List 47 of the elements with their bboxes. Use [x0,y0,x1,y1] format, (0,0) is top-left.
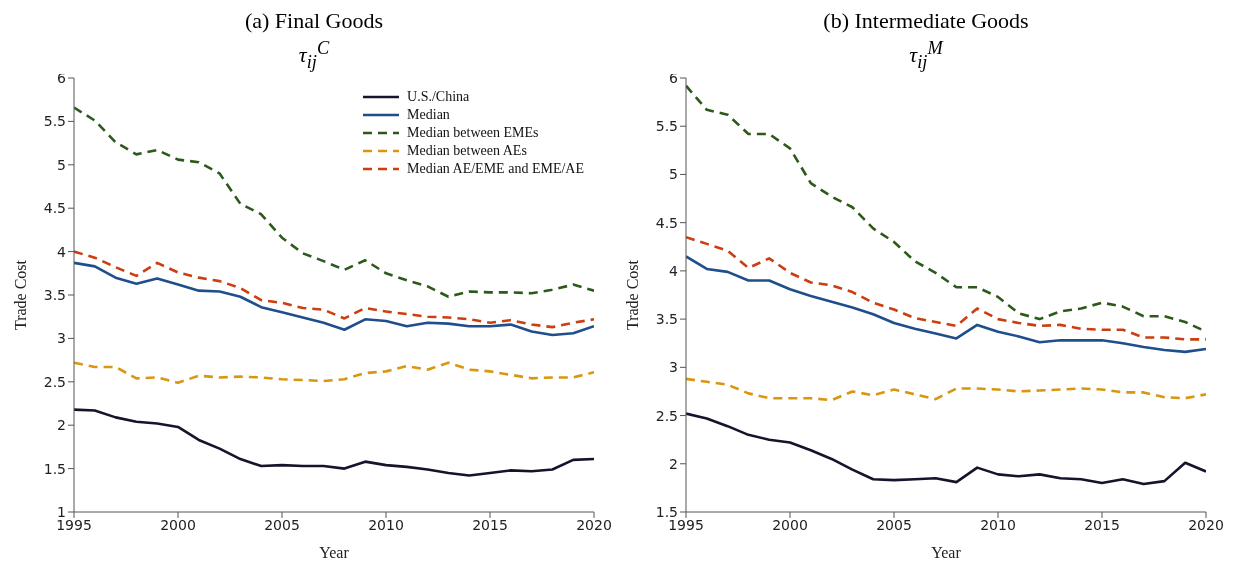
y-tick-label: 5 [669,166,678,183]
legend-label: U.S./China [407,89,470,105]
line-series [74,408,594,477]
x-tick-label: 2005 [264,516,300,533]
x-tick-label: 2020 [576,516,612,533]
x-axis-title: Year [319,544,350,561]
y-tick-label: 2.5 [655,407,678,424]
y-tick-label: 4.5 [43,200,66,217]
line-series [74,106,594,299]
x-tick-label: 2015 [1084,516,1120,533]
line-series [686,255,1206,354]
y-tick-label: 2 [57,417,66,434]
y-axis-title: Trade Cost [11,259,29,331]
line-series [74,361,594,384]
x-tick-label: 2000 [160,516,196,533]
x-tick-label: 2010 [368,516,404,533]
y-tick-label: 5 [57,156,66,173]
chart-title: (a) Final Goods [243,8,385,35]
y-tick-label: 3 [57,330,66,347]
legend-label: Median between EMEs [407,125,539,141]
y-tick-label: 5.5 [43,113,66,130]
line-series [686,377,1206,402]
y-tick-label: 1.5 [43,460,66,477]
x-tick-label: 2020 [1188,516,1224,533]
x-axis-title: Year [931,544,962,561]
line-series [686,235,1206,341]
legend-label: Median between AEs [407,143,527,159]
y-tick-label: 4.5 [655,214,678,231]
y-tick-label: 2 [669,455,678,472]
y-axis-title: Trade Cost [623,259,641,331]
x-tick-label: 2000 [772,516,808,533]
x-tick-label: 2015 [472,516,508,533]
line-series [74,250,594,329]
legend-label: Median AE/EME and EME/AE [407,161,584,177]
y-tick-label: 4 [669,262,679,279]
y-tick-label: 5.5 [655,118,678,135]
x-tick-label: 2005 [876,516,912,533]
y-tick-label: 3 [669,359,678,376]
y-tick-label: 2.5 [43,373,66,390]
chart-title: (b) Intermediate Goods [822,8,1030,35]
legend-label: Median [407,107,450,123]
y-tick-label: 4 [57,243,67,260]
x-tick-label: 2010 [980,516,1016,533]
y-tick-label: 3.5 [43,286,66,303]
y-tick-label: 3.5 [655,311,678,328]
line-series [74,261,594,337]
line-series [686,412,1206,486]
